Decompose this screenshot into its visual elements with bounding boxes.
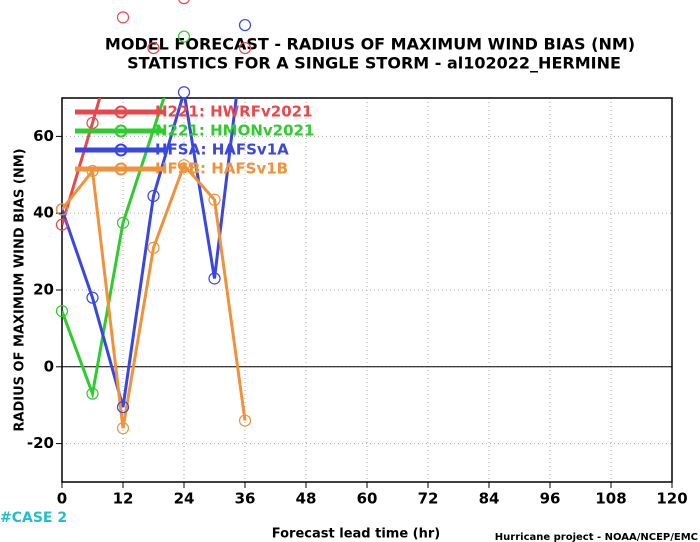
- legend-label: HFSA: HAFSv1A: [155, 141, 289, 159]
- x-tick-label: 96: [540, 490, 561, 508]
- data-point: [177, 159, 191, 172]
- data-point: [116, 11, 130, 24]
- legend-label: N221: HMONv2021: [155, 122, 314, 140]
- data-point: [177, 86, 191, 99]
- x-tick-label: 36: [235, 490, 256, 508]
- x-tick-label: 12: [113, 490, 134, 508]
- x-tick-label: 108: [595, 490, 626, 508]
- data-point: [147, 41, 160, 55]
- data-point: [116, 422, 130, 435]
- legend-marker: [114, 162, 128, 176]
- data-point: [178, 0, 190, 5]
- data-point: [208, 193, 221, 206]
- data-point: [86, 387, 99, 400]
- data-point: [55, 305, 69, 318]
- x-tick-label: 0: [57, 490, 67, 508]
- data-point: [86, 116, 99, 130]
- chart-subtitle: STATISTICS FOR A SINGLE STORM - al102022…: [127, 54, 621, 73]
- data-point: [177, 30, 191, 43]
- x-tick-label: 60: [357, 490, 378, 508]
- x-tick-label: 120: [656, 490, 687, 508]
- x-tick-label: 48: [296, 490, 317, 508]
- y-axis-label: RADIUS OF MAXIMUM WIND BIAS (NM): [13, 148, 28, 431]
- series-line: [62, 98, 238, 408]
- chart-title: MODEL FORECAST - RADIUS OF MAXIMUM WIND …: [105, 35, 635, 54]
- data-point: [116, 216, 130, 229]
- y-tick-label: 60: [33, 127, 54, 145]
- data-point: [208, 272, 221, 285]
- legend-marker: [114, 124, 128, 138]
- y-tick-label: 20: [33, 281, 54, 299]
- data-point: [86, 291, 99, 304]
- series-line: [62, 98, 102, 226]
- footer: Hurricane project - NOAA/NCEP/EMC: [495, 532, 698, 542]
- x-tick-label: 24: [174, 490, 195, 508]
- legend-label: HFSB: HAFSv1B: [155, 160, 288, 178]
- data-point: [147, 241, 160, 254]
- x-tick-label: 72: [418, 490, 439, 508]
- x-tick-label: 84: [479, 490, 500, 508]
- legend-marker: [114, 143, 128, 157]
- y-tick-label: 0: [44, 357, 54, 375]
- y-tick-label: -20: [27, 434, 54, 452]
- data-point: [55, 218, 69, 231]
- data-point: [147, 189, 160, 203]
- x-axis-label: Forecast lead time (hr): [272, 527, 440, 542]
- case-count: #CASE 2: [0, 510, 67, 526]
- data-point: [238, 18, 252, 32]
- legend-label: H221: HWRFv2021: [155, 103, 313, 121]
- data-point: [116, 401, 130, 414]
- legend-marker: [114, 105, 128, 119]
- plot-frame: [61, 97, 673, 483]
- data-point: [55, 203, 69, 216]
- data-point: [238, 414, 252, 427]
- data-point: [238, 41, 252, 55]
- y-tick-label: 40: [33, 204, 54, 222]
